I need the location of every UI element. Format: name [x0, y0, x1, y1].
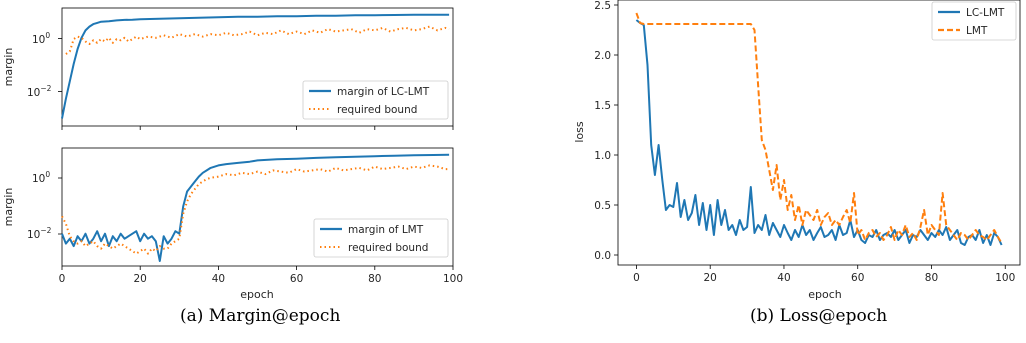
panel-margin-lclmt: 100 10−2 margin margin of LC-LMT require… — [2, 7, 454, 130]
x-tick-label: 20 — [134, 273, 147, 285]
y-tick-label: 0.5 — [594, 200, 611, 212]
x-tick-label: 80 — [925, 272, 938, 284]
figure: 100 10−2 margin margin of LC-LMT require… — [2, 0, 1021, 300]
series-line-solid — [635, 19, 1003, 246]
legend: LC-LMT LMT — [931, 1, 1017, 41]
legend: margin of LC-LMT required bound — [302, 80, 449, 120]
legend-label: margin of LMT — [348, 224, 424, 236]
y-axis-ticks: 0.0 0.5 1.0 1.5 2.0 2.5 — [594, 0, 618, 262]
y-tick-label: 0.0 — [594, 250, 611, 262]
y-axis-label: loss — [573, 121, 586, 143]
x-axis-label: epoch — [240, 288, 274, 300]
legend-label: required bound — [337, 104, 417, 116]
caption-a: (a) Margin@epoch — [180, 306, 341, 326]
y-tick-group: 100 10−2 — [27, 31, 62, 99]
panel-frame — [617, 0, 1021, 266]
x-tick-label: 100 — [443, 273, 463, 285]
legend-label: LMT — [966, 25, 988, 37]
y-tick-label: 1.0 — [594, 150, 611, 162]
series-line-dotted — [61, 164, 450, 255]
series-line-dotted — [65, 25, 450, 55]
x-tick-label: 100 — [995, 272, 1015, 284]
legend-box — [302, 80, 449, 120]
y-tick-group: 100 10−2 — [27, 170, 62, 241]
series-line-solid — [61, 13, 450, 119]
y-tick-label: 1.5 — [594, 100, 611, 112]
legend-label: LC-LMT — [966, 7, 1005, 19]
x-axis-ticks: 0 20 40 60 80 100 — [633, 265, 1015, 284]
x-tick-label: 60 — [290, 273, 303, 285]
x-tick-label: 40 — [777, 272, 790, 284]
series-lines — [635, 12, 1003, 246]
x-tick-label: 60 — [851, 272, 864, 284]
x-tick-label: 40 — [212, 273, 225, 285]
panel-frame — [61, 7, 454, 127]
y-tick-label: 2.0 — [594, 50, 611, 62]
caption-b: (b) Loss@epoch — [750, 306, 888, 326]
series-lines — [61, 153, 450, 262]
series-lines — [61, 13, 450, 119]
y-tick-label-10-0: 100 — [32, 31, 50, 46]
y-tick-label-10-minus-2: 10−2 — [27, 84, 52, 99]
x-tick-label: 80 — [368, 273, 381, 285]
legend-label: required bound — [348, 242, 428, 254]
y-tick-label: 2.5 — [594, 0, 611, 12]
series-line-dashed — [635, 12, 1003, 244]
legend-box — [313, 218, 449, 258]
x-tick-label: 0 — [633, 272, 640, 284]
y-axis-label: margin — [2, 48, 15, 87]
y-axis-label: margin — [2, 188, 15, 227]
legend-label: margin of LC-LMT — [337, 86, 430, 98]
x-tick-label: 0 — [59, 273, 66, 285]
x-tick-label: 20 — [704, 272, 717, 284]
series-line-solid — [61, 153, 450, 262]
x-axis-label: epoch — [808, 288, 842, 300]
panel-margin-lmt: 100 10−2 margin 0 20 40 60 80 100 epoch margi… — [2, 147, 463, 300]
legend: margin of LMT required bound — [313, 218, 449, 258]
y-tick-label-10-0: 100 — [32, 170, 50, 185]
x-ticks-top-panel — [61, 126, 454, 130]
panel-frame — [61, 147, 454, 267]
y-tick-label-10-minus-2: 10−2 — [27, 226, 52, 241]
x-axis-ticks: 0 20 40 60 80 100 — [59, 266, 463, 285]
panel-loss: 0.0 0.5 1.0 1.5 2.0 2.5 0 20 40 60 80 100 loss epo… — [573, 0, 1021, 300]
